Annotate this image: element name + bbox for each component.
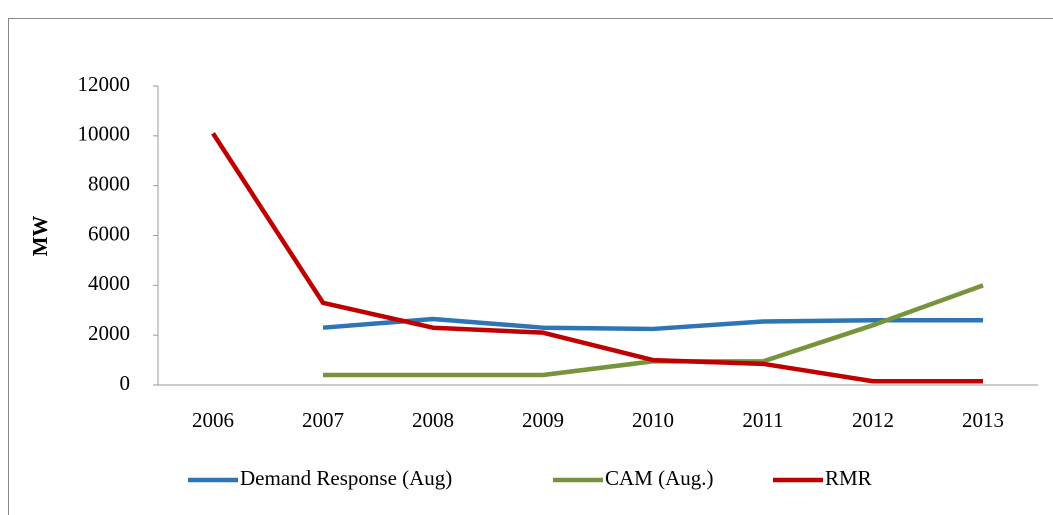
y-axis-label: MW — [28, 216, 52, 257]
legend-label: CAM (Aug.) — [605, 466, 714, 490]
y-tick-label: 4000 — [88, 271, 130, 295]
x-tick-label: 2012 — [852, 408, 894, 432]
legend-label: Demand Response (Aug) — [240, 466, 452, 490]
y-tick-label: 0 — [120, 371, 131, 395]
x-tick-label: 2007 — [302, 408, 344, 432]
x-tick-label: 2011 — [742, 408, 783, 432]
data-line — [211, 132, 983, 384]
legend-label: RMR — [825, 466, 872, 490]
y-tick-label: 10000 — [78, 122, 131, 146]
x-tick-label: 2008 — [412, 408, 454, 432]
y-tick-label: 2000 — [88, 321, 130, 345]
x-tick-label: 2009 — [522, 408, 564, 432]
x-tick-label: 2013 — [962, 408, 1004, 432]
y-tick-label: 6000 — [88, 221, 130, 245]
x-tick-label: 2010 — [632, 408, 674, 432]
x-tick-label: 2006 — [192, 408, 234, 432]
y-tick-label: 12000 — [78, 72, 131, 96]
chart-frame — [8, 18, 1053, 515]
y-tick-label: 8000 — [88, 171, 130, 195]
data-line — [322, 316, 983, 332]
